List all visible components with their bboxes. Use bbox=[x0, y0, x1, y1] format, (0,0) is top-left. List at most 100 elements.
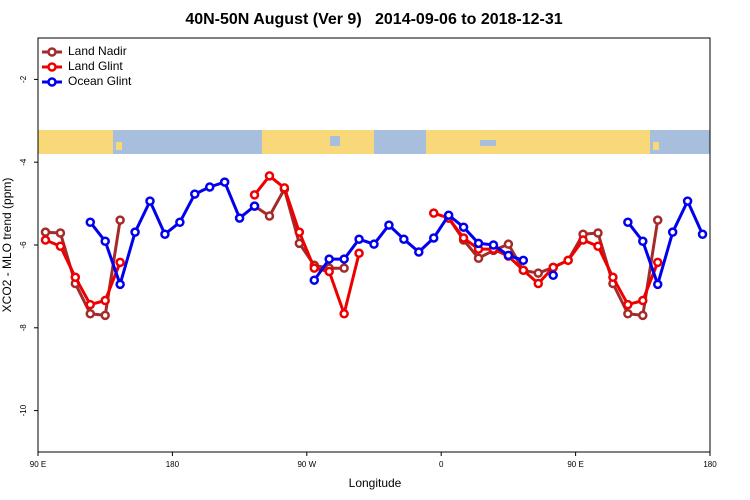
point bbox=[652, 215, 663, 225]
point bbox=[473, 238, 484, 249]
x-tick-label: 180 bbox=[166, 460, 180, 469]
point bbox=[593, 241, 603, 251]
point bbox=[428, 208, 439, 218]
point bbox=[369, 239, 379, 249]
land bbox=[426, 130, 650, 154]
point bbox=[100, 295, 110, 306]
point bbox=[115, 215, 125, 225]
series-line bbox=[45, 187, 660, 317]
y-tick-label: -2 bbox=[19, 75, 28, 83]
point bbox=[354, 248, 364, 259]
point bbox=[40, 227, 51, 237]
point bbox=[100, 236, 110, 247]
legend-marker bbox=[47, 47, 57, 57]
point bbox=[503, 250, 514, 261]
point bbox=[608, 272, 618, 283]
point bbox=[623, 308, 633, 319]
point bbox=[623, 217, 633, 227]
point bbox=[638, 236, 648, 247]
point bbox=[488, 240, 499, 250]
y-tick-label: -4 bbox=[19, 158, 28, 166]
point bbox=[85, 308, 96, 319]
x-tick-label: 90 E bbox=[30, 460, 46, 469]
point bbox=[234, 213, 245, 223]
lake bbox=[330, 136, 340, 146]
point bbox=[100, 310, 110, 321]
map-band bbox=[38, 130, 710, 154]
point bbox=[458, 222, 469, 232]
point bbox=[548, 262, 558, 273]
point bbox=[518, 265, 529, 276]
point bbox=[399, 234, 409, 244]
legend-label: Land Nadir bbox=[68, 44, 127, 58]
point bbox=[175, 217, 185, 227]
point bbox=[55, 241, 66, 251]
series bbox=[40, 184, 663, 321]
point bbox=[309, 263, 320, 273]
point bbox=[279, 183, 290, 193]
x-tick-label: 180 bbox=[703, 460, 717, 469]
chart-title: 40N-50N August (Ver 9) 2014-09-06 to 201… bbox=[185, 11, 562, 28]
point bbox=[324, 254, 334, 264]
point bbox=[160, 229, 170, 239]
point bbox=[40, 235, 51, 245]
point bbox=[414, 247, 424, 257]
point bbox=[115, 279, 125, 290]
point bbox=[130, 227, 140, 237]
point bbox=[623, 299, 633, 310]
point bbox=[204, 182, 215, 192]
point bbox=[264, 211, 275, 221]
series bbox=[40, 171, 663, 319]
y-tick-label: -8 bbox=[19, 324, 28, 332]
point bbox=[443, 210, 454, 220]
point bbox=[458, 233, 469, 243]
point bbox=[309, 275, 320, 285]
x-tick-label: 90 W bbox=[297, 460, 316, 469]
y-tick-label: -10 bbox=[19, 404, 28, 416]
point bbox=[115, 257, 125, 268]
point bbox=[428, 233, 439, 243]
land bbox=[116, 142, 122, 150]
x-tick-label: 90 E bbox=[567, 460, 583, 469]
point bbox=[533, 278, 544, 289]
point bbox=[354, 234, 364, 244]
point bbox=[548, 270, 558, 280]
x-tick-label: 0 bbox=[439, 460, 444, 469]
legend-label: Land Glint bbox=[68, 59, 123, 73]
point bbox=[264, 171, 275, 181]
point bbox=[697, 229, 708, 239]
point bbox=[518, 255, 529, 266]
point bbox=[593, 228, 603, 238]
point bbox=[324, 266, 334, 277]
land bbox=[653, 142, 659, 150]
point bbox=[294, 227, 305, 237]
point bbox=[190, 189, 200, 199]
point bbox=[503, 239, 514, 249]
point bbox=[578, 235, 588, 245]
point bbox=[652, 257, 663, 268]
point bbox=[638, 295, 648, 306]
point bbox=[85, 299, 96, 310]
y-tick-label: -6 bbox=[19, 241, 28, 249]
x-axis-label: Longitude bbox=[349, 476, 402, 490]
land bbox=[262, 130, 374, 154]
legend-marker bbox=[47, 62, 57, 72]
land bbox=[38, 130, 113, 154]
point bbox=[667, 227, 678, 237]
point bbox=[339, 263, 349, 273]
point bbox=[339, 254, 349, 264]
point bbox=[638, 310, 648, 321]
point bbox=[249, 190, 260, 200]
point bbox=[533, 268, 544, 278]
legend-label: Ocean Glint bbox=[68, 74, 132, 88]
point bbox=[85, 217, 96, 227]
point bbox=[384, 220, 394, 230]
point bbox=[219, 177, 230, 187]
point bbox=[652, 279, 663, 290]
legend-marker bbox=[47, 77, 57, 87]
point bbox=[70, 272, 81, 283]
point bbox=[339, 308, 349, 319]
series bbox=[85, 177, 708, 290]
